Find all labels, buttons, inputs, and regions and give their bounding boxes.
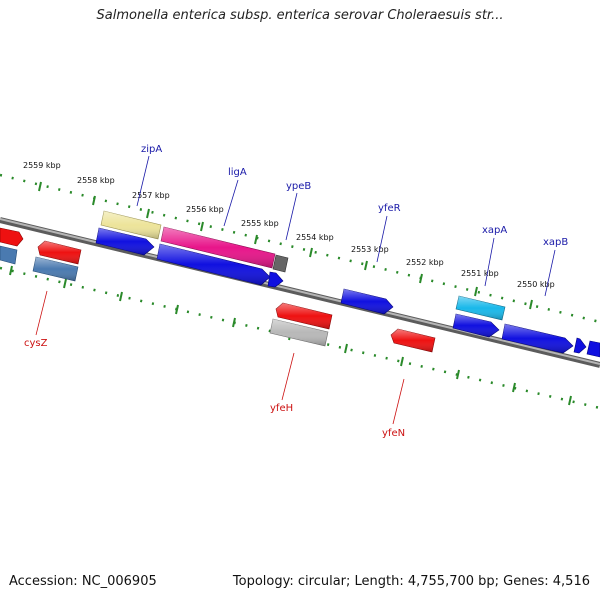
tick (92, 195, 96, 206)
gene-steel-left (0, 245, 18, 265)
tick (146, 208, 150, 219)
leader-zipa (136, 155, 150, 207)
scale-label: 2554 kbp (296, 233, 334, 242)
scale-label: 2558 kbp (77, 176, 115, 185)
forward-dotted-line (0, 173, 600, 324)
gene-gloss (33, 211, 573, 353)
tick (529, 299, 533, 310)
forward-tick-track (0, 173, 600, 324)
tick (200, 221, 204, 232)
gene-label-xapb: xapB (543, 237, 568, 248)
tick (512, 382, 516, 393)
tick (364, 260, 368, 271)
gene-dark (272, 254, 289, 273)
tick (419, 273, 423, 284)
genome-summary: Topology: circular; Length: 4,755,700 bp… (232, 574, 590, 589)
tick (38, 181, 42, 192)
tick (119, 291, 123, 302)
tick (232, 317, 236, 328)
tick (9, 265, 13, 276)
scale-label: 2553 kbp (351, 245, 389, 254)
tick (175, 304, 179, 315)
scale-label: 2552 kbp (406, 258, 444, 267)
scale-label: 2550 kbp (517, 280, 555, 289)
tick (568, 395, 572, 406)
scale-label: 2551 kbp (461, 269, 499, 278)
gene-blue-3 (267, 271, 284, 288)
leader-liga (223, 179, 239, 227)
scale-label: 2559 kbp (23, 161, 61, 170)
tick (456, 369, 460, 380)
leader-yfen (392, 378, 405, 425)
leader-cysz (35, 290, 48, 336)
scale-label: 2556 kbp (186, 205, 224, 214)
tick (63, 278, 67, 289)
leader-yfeh (281, 352, 295, 401)
gene-label-xapa: xapA (482, 225, 507, 236)
tick (254, 234, 258, 245)
scale-label: 2557 kbp (132, 191, 170, 200)
gene-label-yfen: yfeN (382, 428, 405, 439)
tick (344, 343, 348, 354)
gene-red-left (0, 227, 24, 247)
tick (400, 356, 404, 367)
gene-blue-7 (573, 337, 587, 354)
tick (309, 247, 313, 258)
reverse-tick-track (0, 265, 600, 410)
gene-label-zipa: zipA (141, 144, 162, 155)
gene-blue-8 (586, 340, 600, 358)
gene-label-liga: ligA (228, 167, 247, 178)
gene-label-yfeh: yfeH (270, 403, 293, 414)
leader-xapa (484, 237, 495, 287)
accession-label: Accession: NC_006905 (9, 574, 157, 589)
gene-label-cysz: cysZ (24, 338, 48, 349)
tick (474, 286, 478, 297)
gene-label-yfer: yfeR (378, 203, 401, 214)
gene-labels: zipA ligA ypeB yfeR xapA xapB cysZ yfeH … (24, 144, 568, 439)
leader-yfer (376, 215, 388, 263)
map-title: Salmonella enterica subsp. enterica sero… (96, 8, 504, 23)
scale-labels: 2559 kbp 2558 kbp 2557 kbp 2556 kbp 2555… (23, 161, 555, 289)
gene-leader-lines (35, 155, 556, 425)
leader-ypeb (285, 192, 298, 241)
leader-xapb (544, 249, 556, 297)
gene-label-ypeb: ypeB (286, 181, 311, 192)
scale-label: 2555 kbp (241, 219, 279, 228)
